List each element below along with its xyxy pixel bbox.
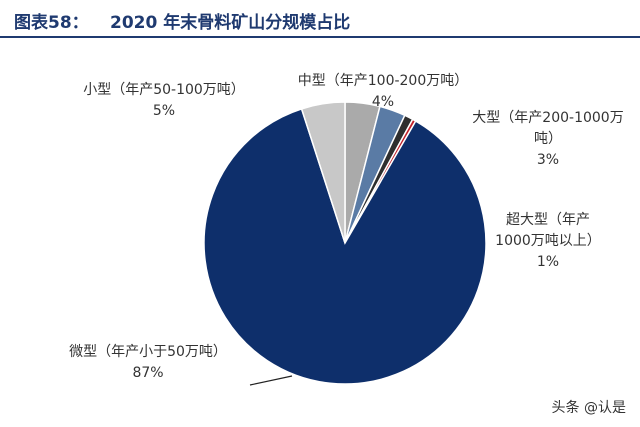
slice-label-2: 1000万吨以上） xyxy=(495,233,601,249)
slice-label-1: 大型（年产200-1000万 xyxy=(472,110,623,126)
slice-percent-5: 5% xyxy=(153,103,175,119)
pie-slice-4 xyxy=(203,107,487,385)
pie-slice-5 xyxy=(300,101,346,244)
figure-header: 图表58： 2020 年末骨料矿山分规模占比 xyxy=(0,0,640,38)
slice-label-0: 中型（年产100-200万吨） xyxy=(298,73,469,89)
slice-label-4: 微型（年产小于50万吨） xyxy=(69,344,227,360)
slice-percent-1: 3% xyxy=(537,152,559,168)
slice-label-1: 吨） xyxy=(534,131,562,147)
slice-percent-0: 4% xyxy=(372,94,394,110)
watermark: 头条 @认是 xyxy=(551,400,626,416)
slice-label-5: 小型（年产50-100万吨） xyxy=(83,82,245,98)
slice-percent-2: 1% xyxy=(537,254,559,270)
chart-title: 2020 年末骨料矿山分规模占比 xyxy=(110,13,351,33)
leader-line xyxy=(249,375,293,386)
figure-number: 图表58： xyxy=(14,13,89,33)
slice-label-2: 超大型（年产 xyxy=(506,212,590,228)
slice-percent-4: 87% xyxy=(132,365,163,381)
